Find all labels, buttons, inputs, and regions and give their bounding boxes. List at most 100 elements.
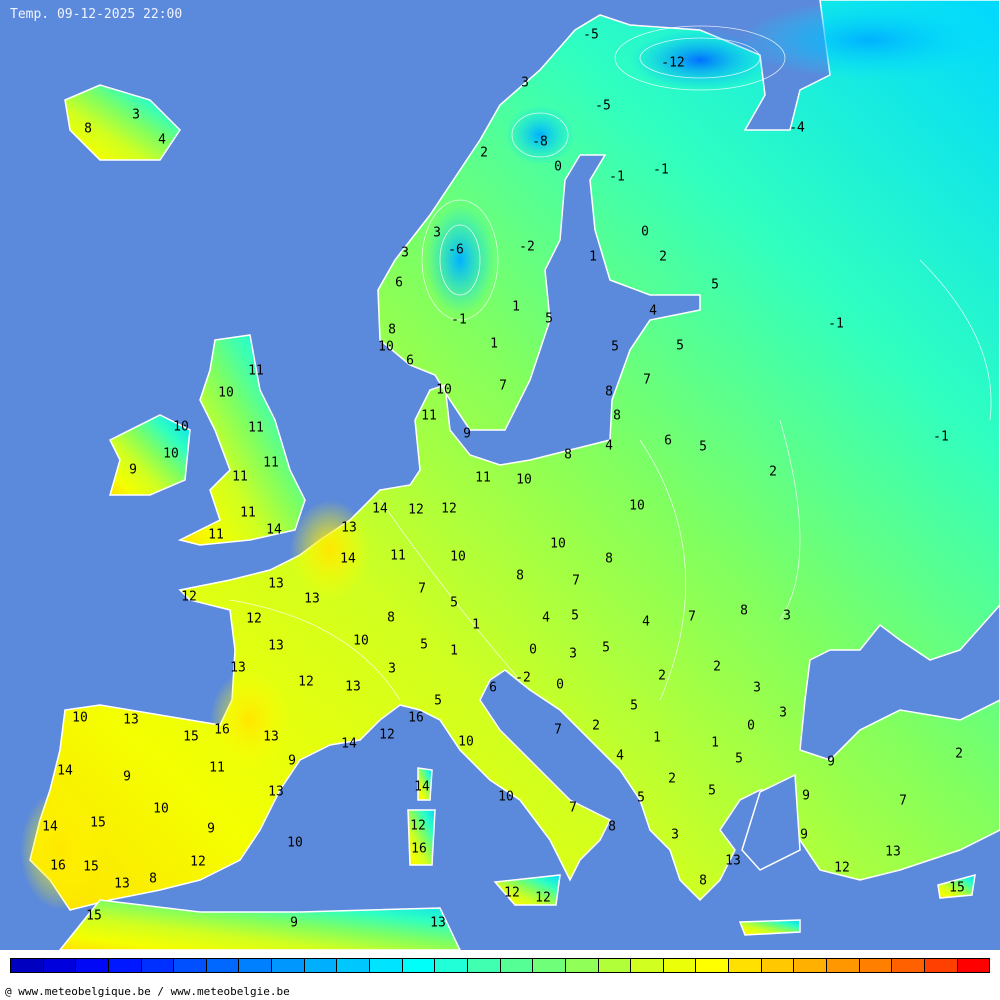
color-legend-swatch — [729, 959, 762, 972]
temperature-label: 2 — [713, 659, 721, 675]
temperature-label: 14 — [42, 819, 58, 835]
temperature-label: 8 — [388, 322, 396, 338]
temperature-label: 2 — [480, 145, 488, 161]
temperature-label: 10 — [516, 472, 532, 488]
temperature-label: 4 — [642, 614, 650, 630]
temperature-label: 2 — [658, 668, 666, 684]
temperature-label: 10 — [353, 633, 369, 649]
color-legend-swatch — [761, 959, 795, 972]
temperature-label: 14 — [341, 736, 357, 752]
temperature-label: 8 — [608, 819, 616, 835]
sicily — [493, 874, 561, 906]
temperature-label: 10 — [550, 536, 566, 552]
temperature-label: 16 — [411, 841, 427, 857]
temperature-label: 7 — [899, 793, 907, 809]
color-legend-swatch — [794, 959, 828, 972]
temperature-label: 5 — [420, 637, 428, 653]
temperature-label: 0 — [554, 159, 562, 175]
temperature-label: -2 — [519, 239, 535, 255]
temperature-label: 13 — [268, 638, 284, 654]
color-legend-swatch — [11, 959, 44, 972]
temperature-label: 5 — [545, 311, 553, 327]
map-title: Temp. 09-12-2025 22:00 — [10, 7, 183, 22]
temperature-label: 14 — [372, 501, 388, 517]
color-legend-swatch — [43, 959, 77, 972]
temperature-label: 5 — [450, 595, 458, 611]
temperature-label: 2 — [955, 746, 963, 762]
temperature-label: 11 — [208, 527, 224, 543]
color-legend-swatch — [827, 959, 860, 972]
temperature-label: 9 — [827, 754, 835, 770]
temperature-label: -1 — [609, 169, 625, 185]
temperature-label: 13 — [263, 729, 279, 745]
temperature-label: 12 — [441, 501, 457, 517]
temperature-label: 3 — [783, 608, 791, 624]
temperature-label: 1 — [512, 299, 520, 315]
color-legend-swatch — [859, 959, 893, 972]
temperature-label: 10 — [498, 789, 514, 805]
temperature-label: 10 — [458, 734, 474, 750]
temperature-label: 4 — [605, 438, 613, 454]
color-legend-swatch — [957, 959, 990, 972]
temperature-label: 5 — [711, 277, 719, 293]
ireland — [108, 414, 191, 496]
color-legend-swatch — [892, 959, 925, 972]
temperature-label: 1 — [472, 617, 480, 633]
temperature-label: 10 — [153, 801, 169, 817]
color-legend-swatch — [467, 959, 501, 972]
color-legend-swatch — [370, 959, 403, 972]
temperature-label: 2 — [668, 771, 676, 787]
temperature-label: 10 — [378, 339, 394, 355]
temperature-label: 15 — [949, 880, 965, 896]
color-legend-swatch — [533, 959, 566, 972]
temperature-label: 13 — [230, 660, 246, 676]
temperature-label: 5 — [699, 439, 707, 455]
temperature-label: 8 — [699, 873, 707, 889]
temperature-label: 13 — [268, 576, 284, 592]
temperature-label: 16 — [214, 722, 230, 738]
color-legend-swatch — [924, 959, 958, 972]
north-africa — [59, 899, 461, 950]
temperature-label: 14 — [266, 522, 282, 538]
temperature-label: 13 — [345, 679, 361, 695]
temperature-label: 8 — [387, 610, 395, 626]
temperature-label: 8 — [740, 603, 748, 619]
temperature-label: 11 — [390, 548, 406, 564]
temperature-label: -1 — [933, 429, 949, 445]
color-legend-swatch — [108, 959, 142, 972]
temperature-label: 3 — [132, 107, 140, 123]
temperature-label: 12 — [190, 854, 206, 870]
color-legend-swatch — [598, 959, 632, 972]
color-legend-swatch — [337, 959, 371, 972]
temperature-label: 9 — [463, 426, 471, 442]
temperature-label: 2 — [659, 249, 667, 265]
temperature-label: 7 — [572, 573, 580, 589]
color-legend-swatch — [435, 959, 468, 972]
temperature-anomalies — [20, 0, 1000, 910]
temperature-label: 5 — [611, 339, 619, 355]
color-legend-swatch — [696, 959, 730, 972]
corsica — [417, 767, 433, 801]
temperature-label: 7 — [418, 581, 426, 597]
temperature-label: 11 — [240, 505, 256, 521]
temperature-label: -12 — [661, 55, 685, 71]
temperature-label: 11 — [263, 455, 279, 471]
cyprus — [937, 873, 976, 899]
temperature-label: 1 — [450, 643, 458, 659]
color-legend-swatch — [500, 959, 534, 972]
temperature-label: 12 — [410, 818, 426, 834]
temperature-label: 12 — [408, 502, 424, 518]
temperature-label: 8 — [84, 121, 92, 137]
temperature-label: 6 — [664, 433, 672, 449]
great-britain — [177, 334, 306, 546]
temperature-label: 9 — [800, 827, 808, 843]
temperature-label: 12 — [504, 885, 520, 901]
temperature-label: 9 — [129, 462, 137, 478]
temperature-label: 15 — [83, 859, 99, 875]
temperature-label: -1 — [451, 312, 467, 328]
temperature-map: Temp. 09-12-2025 22:00 -5 3 -12 -5 -4 -8 2 0 -1-… — [0, 0, 1000, 950]
temperature-label: 3 — [521, 75, 529, 91]
temperature-label: 9 — [207, 821, 215, 837]
temperature-label: 11 — [248, 420, 264, 436]
temperature-label: 1 — [653, 730, 661, 746]
